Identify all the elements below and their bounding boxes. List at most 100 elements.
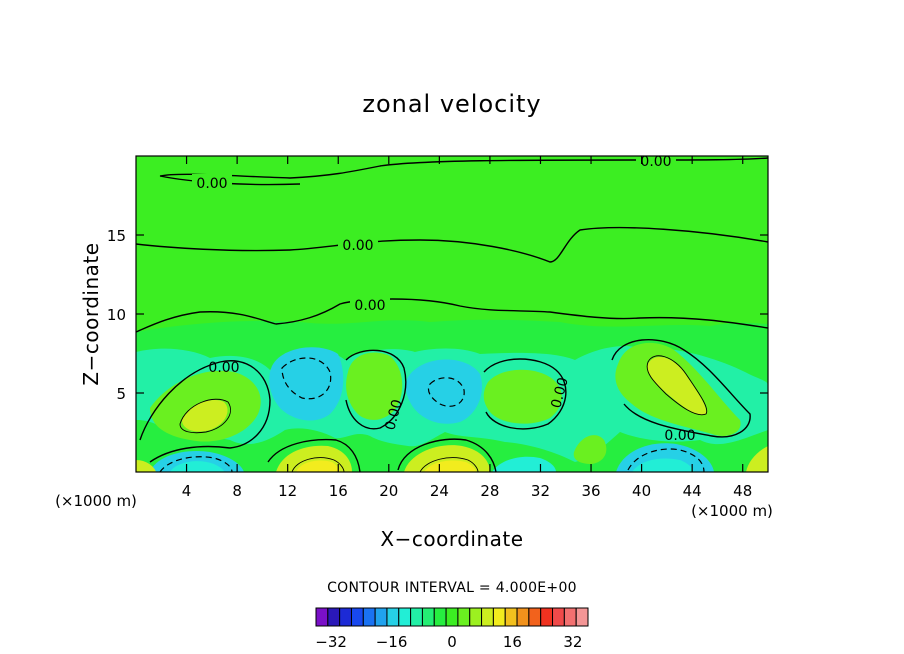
neg-contour-42 (627, 448, 705, 472)
colorbar-tick-label: −32 (315, 633, 347, 651)
zero-contour-cell-42 (611, 338, 751, 438)
cell-pos-42-inner (647, 357, 707, 415)
colorbar-swatch (315, 607, 329, 627)
colorbar-swatch (552, 607, 565, 627)
pos-contour-42 (646, 355, 708, 416)
zero-contour-cell-30 (483, 358, 567, 430)
zero-contour-low (136, 298, 768, 333)
colorbar-swatch (386, 607, 400, 627)
x-axis: 4 8 12 16 20 24 28 32 36 40 44 48 (182, 156, 752, 500)
colorbar-swatch (575, 607, 589, 627)
colorbar-swatch (398, 607, 412, 627)
colorbar-tick-label: 16 (503, 633, 522, 651)
x-tick-label: 12 (278, 482, 297, 500)
x-tick-label: 20 (379, 482, 398, 500)
zero-contours (136, 157, 768, 472)
pos-contour-14-bottom (291, 457, 345, 472)
colorbar-swatch (563, 607, 577, 627)
bottom-neg-5-core (170, 461, 224, 472)
colorbar-swatch (350, 607, 364, 627)
colorbar-swatch (492, 607, 506, 627)
chart-title: zonal velocity (362, 90, 541, 118)
pos-contour-25-bottom (419, 457, 479, 472)
contour-label: 0.00 (208, 360, 239, 376)
colorbar-swatch (457, 607, 471, 627)
colorbar (315, 607, 589, 627)
colorbar-swatch (327, 607, 341, 627)
x-tick-label: 28 (480, 482, 499, 500)
colorbar-swatch (374, 607, 388, 627)
colorbar-swatch (362, 607, 376, 627)
pos-contour-6 (179, 398, 231, 434)
y-axis-label: Z−coordinate (79, 242, 103, 385)
y-axis: 5 10 15 (107, 227, 768, 403)
neg-contour-5 (159, 456, 233, 472)
colorbar-swatch (410, 607, 423, 627)
contour-label: 0.00 (342, 238, 373, 254)
colorbar-swatch (421, 607, 435, 627)
colorbar-swatch (445, 607, 459, 627)
y-tick-label: 10 (107, 306, 126, 324)
contour-interval: CONTOUR INTERVAL = 4.000E+00 (327, 580, 577, 596)
neg-contour-14 (281, 357, 332, 400)
x-tick-label: 4 (182, 482, 192, 500)
cell-pos-19 (346, 352, 403, 420)
zero-contour-bottom (149, 438, 497, 472)
y-tick-label: 5 (116, 385, 126, 403)
zero-contour-mid (136, 226, 768, 263)
x-tick-label: 36 (581, 482, 600, 500)
cell-neg-24 (405, 359, 482, 424)
colorbar-swatch (540, 607, 554, 627)
colorbar-swatch (433, 607, 447, 627)
colorbar-swatch (504, 607, 518, 627)
bottom-pos-25-core (424, 460, 476, 472)
positive-contours (179, 355, 708, 472)
x-unit-right: (×1000 m) (691, 502, 773, 520)
contour-label: 0.00 (640, 154, 671, 170)
colorbar-swatch (339, 607, 352, 627)
x-tick-label: 40 (632, 482, 651, 500)
bottom-neg-42-core (632, 458, 694, 472)
x-axis-label: X−coordinate (380, 527, 523, 551)
colorbar-tick-label: −16 (376, 633, 408, 651)
colorbar-tick-label: 0 (447, 633, 457, 651)
contour-labels: 0.00 0.00 0.00 0.00 0.00 0.00 0.00 0.00 (192, 154, 696, 444)
negative-contours (159, 357, 705, 472)
contour-label: 0.00 (354, 298, 385, 314)
bottom-pos-edge-left (136, 460, 156, 472)
contour-label: 0.00 (664, 428, 695, 444)
y-tick-label: 15 (107, 227, 126, 245)
cell-neg-14 (269, 347, 344, 421)
colorbar-swatch (516, 607, 530, 627)
label-bg (350, 296, 390, 312)
bottom-pos-14-core (296, 460, 340, 472)
colorbar-swatch (481, 607, 494, 627)
bottom-pos-36 (573, 435, 607, 464)
zero-contour-top (159, 157, 768, 179)
label-bg (192, 174, 232, 190)
x-unit-left: (×1000 m) (55, 492, 137, 510)
colorbar-tick-label: 32 (563, 633, 582, 651)
contour-label: 0.00 (548, 376, 572, 410)
contour-label: 0.00 (196, 176, 227, 192)
x-tick-label: 44 (683, 482, 702, 500)
label-bg (636, 156, 676, 168)
colorbar-swatch (528, 607, 542, 627)
x-tick-label: 32 (531, 482, 550, 500)
contour-field: 0.00 0.00 0.00 0.00 0.00 0.00 0.00 0.00 (136, 154, 768, 472)
zero-contour-cell-19 (345, 349, 407, 430)
x-tick-label: 48 (733, 482, 752, 500)
cell-pos-30 (483, 369, 562, 424)
colorbar-swatch (469, 607, 483, 627)
x-tick-label: 16 (329, 482, 348, 500)
bottom-pos-edge-right (746, 446, 768, 472)
x-tick-label: 24 (430, 482, 449, 500)
contour-label: 0.00 (382, 398, 406, 432)
colorbar-ticks: −32 −16 0 16 32 (315, 633, 582, 651)
cell-pos-6-inner (182, 400, 228, 432)
label-bg (338, 236, 378, 252)
zero-contour-cell-left (139, 360, 271, 449)
x-tick-label: 8 (232, 482, 242, 500)
neg-contour-24 (427, 377, 465, 407)
